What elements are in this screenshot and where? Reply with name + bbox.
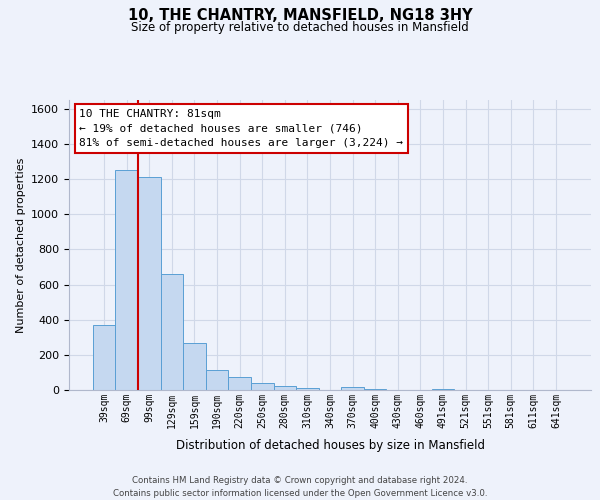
Bar [251,384,274,390]
Text: Size of property relative to detached houses in Mansfield: Size of property relative to detached ho… [131,21,469,34]
Bar [115,170,138,390]
Bar [138,178,161,390]
Bar [229,377,251,390]
Bar [274,386,296,390]
Bar [206,370,229,390]
Text: Contains HM Land Registry data © Crown copyright and database right 2024.
Contai: Contains HM Land Registry data © Crown c… [113,476,487,498]
X-axis label: Distribution of detached houses by size in Mansfield: Distribution of detached houses by size … [176,439,485,452]
Bar [296,388,319,390]
Bar [93,325,115,390]
Bar [183,342,206,390]
Bar [364,389,386,390]
Bar [341,388,364,390]
Text: 10 THE CHANTRY: 81sqm
← 19% of detached houses are smaller (746)
81% of semi-det: 10 THE CHANTRY: 81sqm ← 19% of detached … [79,108,403,148]
Text: 10, THE CHANTRY, MANSFIELD, NG18 3HY: 10, THE CHANTRY, MANSFIELD, NG18 3HY [128,8,472,22]
Y-axis label: Number of detached properties: Number of detached properties [16,158,26,332]
Bar [161,274,183,390]
